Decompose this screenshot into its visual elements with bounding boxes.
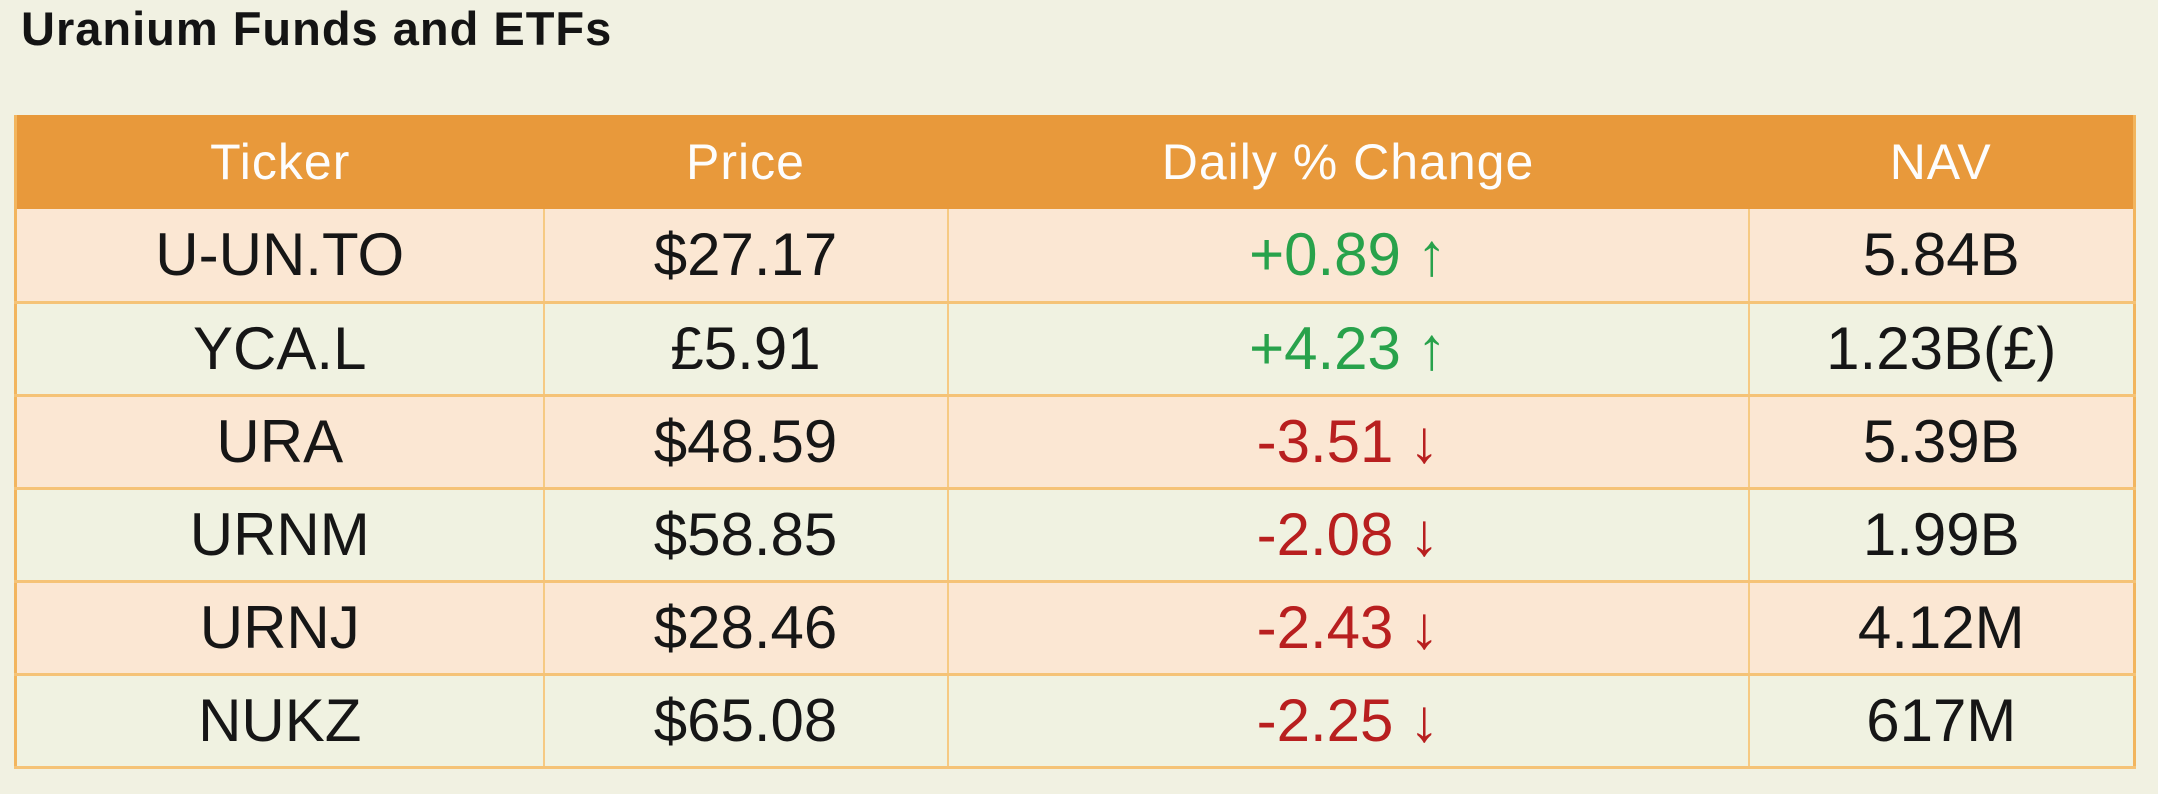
daily-change-cell: +0.89 ↑: [946, 209, 1750, 304]
nav-cell: 617M: [1747, 672, 2136, 769]
table-header-row: Ticker Price Daily % Change NAV: [15, 115, 2135, 209]
ticker-cell: YCA.L: [14, 300, 545, 397]
daily-change-cell: -2.25 ↓: [946, 672, 1750, 769]
nav-cell: 1.23B(£): [1747, 300, 2136, 397]
table-row: URA $48.59 -3.51 ↓ 5.39B: [14, 393, 2136, 490]
table-row: URNJ $28.46 -2.43 ↓ 4.12M: [14, 579, 2136, 676]
change-value: -2.25: [1256, 687, 1394, 754]
price-cell: $27.17: [542, 209, 949, 304]
down-arrow-icon: ↓: [1409, 501, 1440, 568]
change-value: -2.08: [1256, 501, 1394, 568]
price-cell: $58.85: [542, 486, 949, 583]
down-arrow-icon: ↓: [1409, 594, 1440, 661]
page-title: Uranium Funds and ETFs: [21, 2, 613, 55]
table-row: YCA.L £5.91 +4.23 ↑ 1.23B(£): [14, 300, 2136, 397]
nav-cell: 1.99B: [1747, 486, 2136, 583]
change-value: +0.89: [1249, 221, 1401, 289]
up-arrow-icon: ↑: [1416, 221, 1447, 289]
change-value: +4.23: [1249, 315, 1401, 382]
ticker-cell: NUKZ: [14, 672, 545, 769]
ticker-cell: URNM: [14, 486, 545, 583]
price-cell: £5.91: [542, 300, 949, 397]
change-value: -2.43: [1256, 594, 1394, 661]
table-row: URNM $58.85 -2.08 ↓ 1.99B: [14, 486, 2136, 583]
ticker-cell: U-UN.TO: [14, 209, 545, 304]
daily-change-cell: +4.23 ↑: [946, 300, 1750, 397]
price-cell: $48.59: [542, 393, 949, 490]
column-header-daily-change: Daily % Change: [947, 115, 1749, 209]
column-header-ticker: Ticker: [15, 115, 544, 209]
price-cell: $28.46: [542, 579, 949, 676]
table-row: NUKZ $65.08 -2.25 ↓ 617M: [14, 672, 2136, 769]
down-arrow-icon: ↓: [1409, 408, 1440, 475]
price-cell: $65.08: [542, 672, 949, 769]
up-arrow-icon: ↑: [1416, 315, 1447, 382]
column-header-nav: NAV: [1748, 115, 2135, 209]
daily-change-cell: -2.43 ↓: [946, 579, 1750, 676]
ticker-cell: URA: [14, 393, 545, 490]
table-row: U-UN.TO $27.17 +0.89 ↑ 5.84B: [14, 209, 2136, 304]
column-header-price: Price: [543, 115, 948, 209]
change-value: -3.51: [1256, 408, 1394, 475]
daily-change-cell: -3.51 ↓: [946, 393, 1750, 490]
uranium-funds-table: Ticker Price Daily % Change NAV U-UN.TO …: [14, 115, 2136, 769]
nav-cell: 5.84B: [1747, 209, 2136, 304]
ticker-cell: URNJ: [14, 579, 545, 676]
nav-cell: 5.39B: [1747, 393, 2136, 490]
down-arrow-icon: ↓: [1409, 687, 1440, 754]
daily-change-cell: -2.08 ↓: [946, 486, 1750, 583]
nav-cell: 4.12M: [1747, 579, 2136, 676]
